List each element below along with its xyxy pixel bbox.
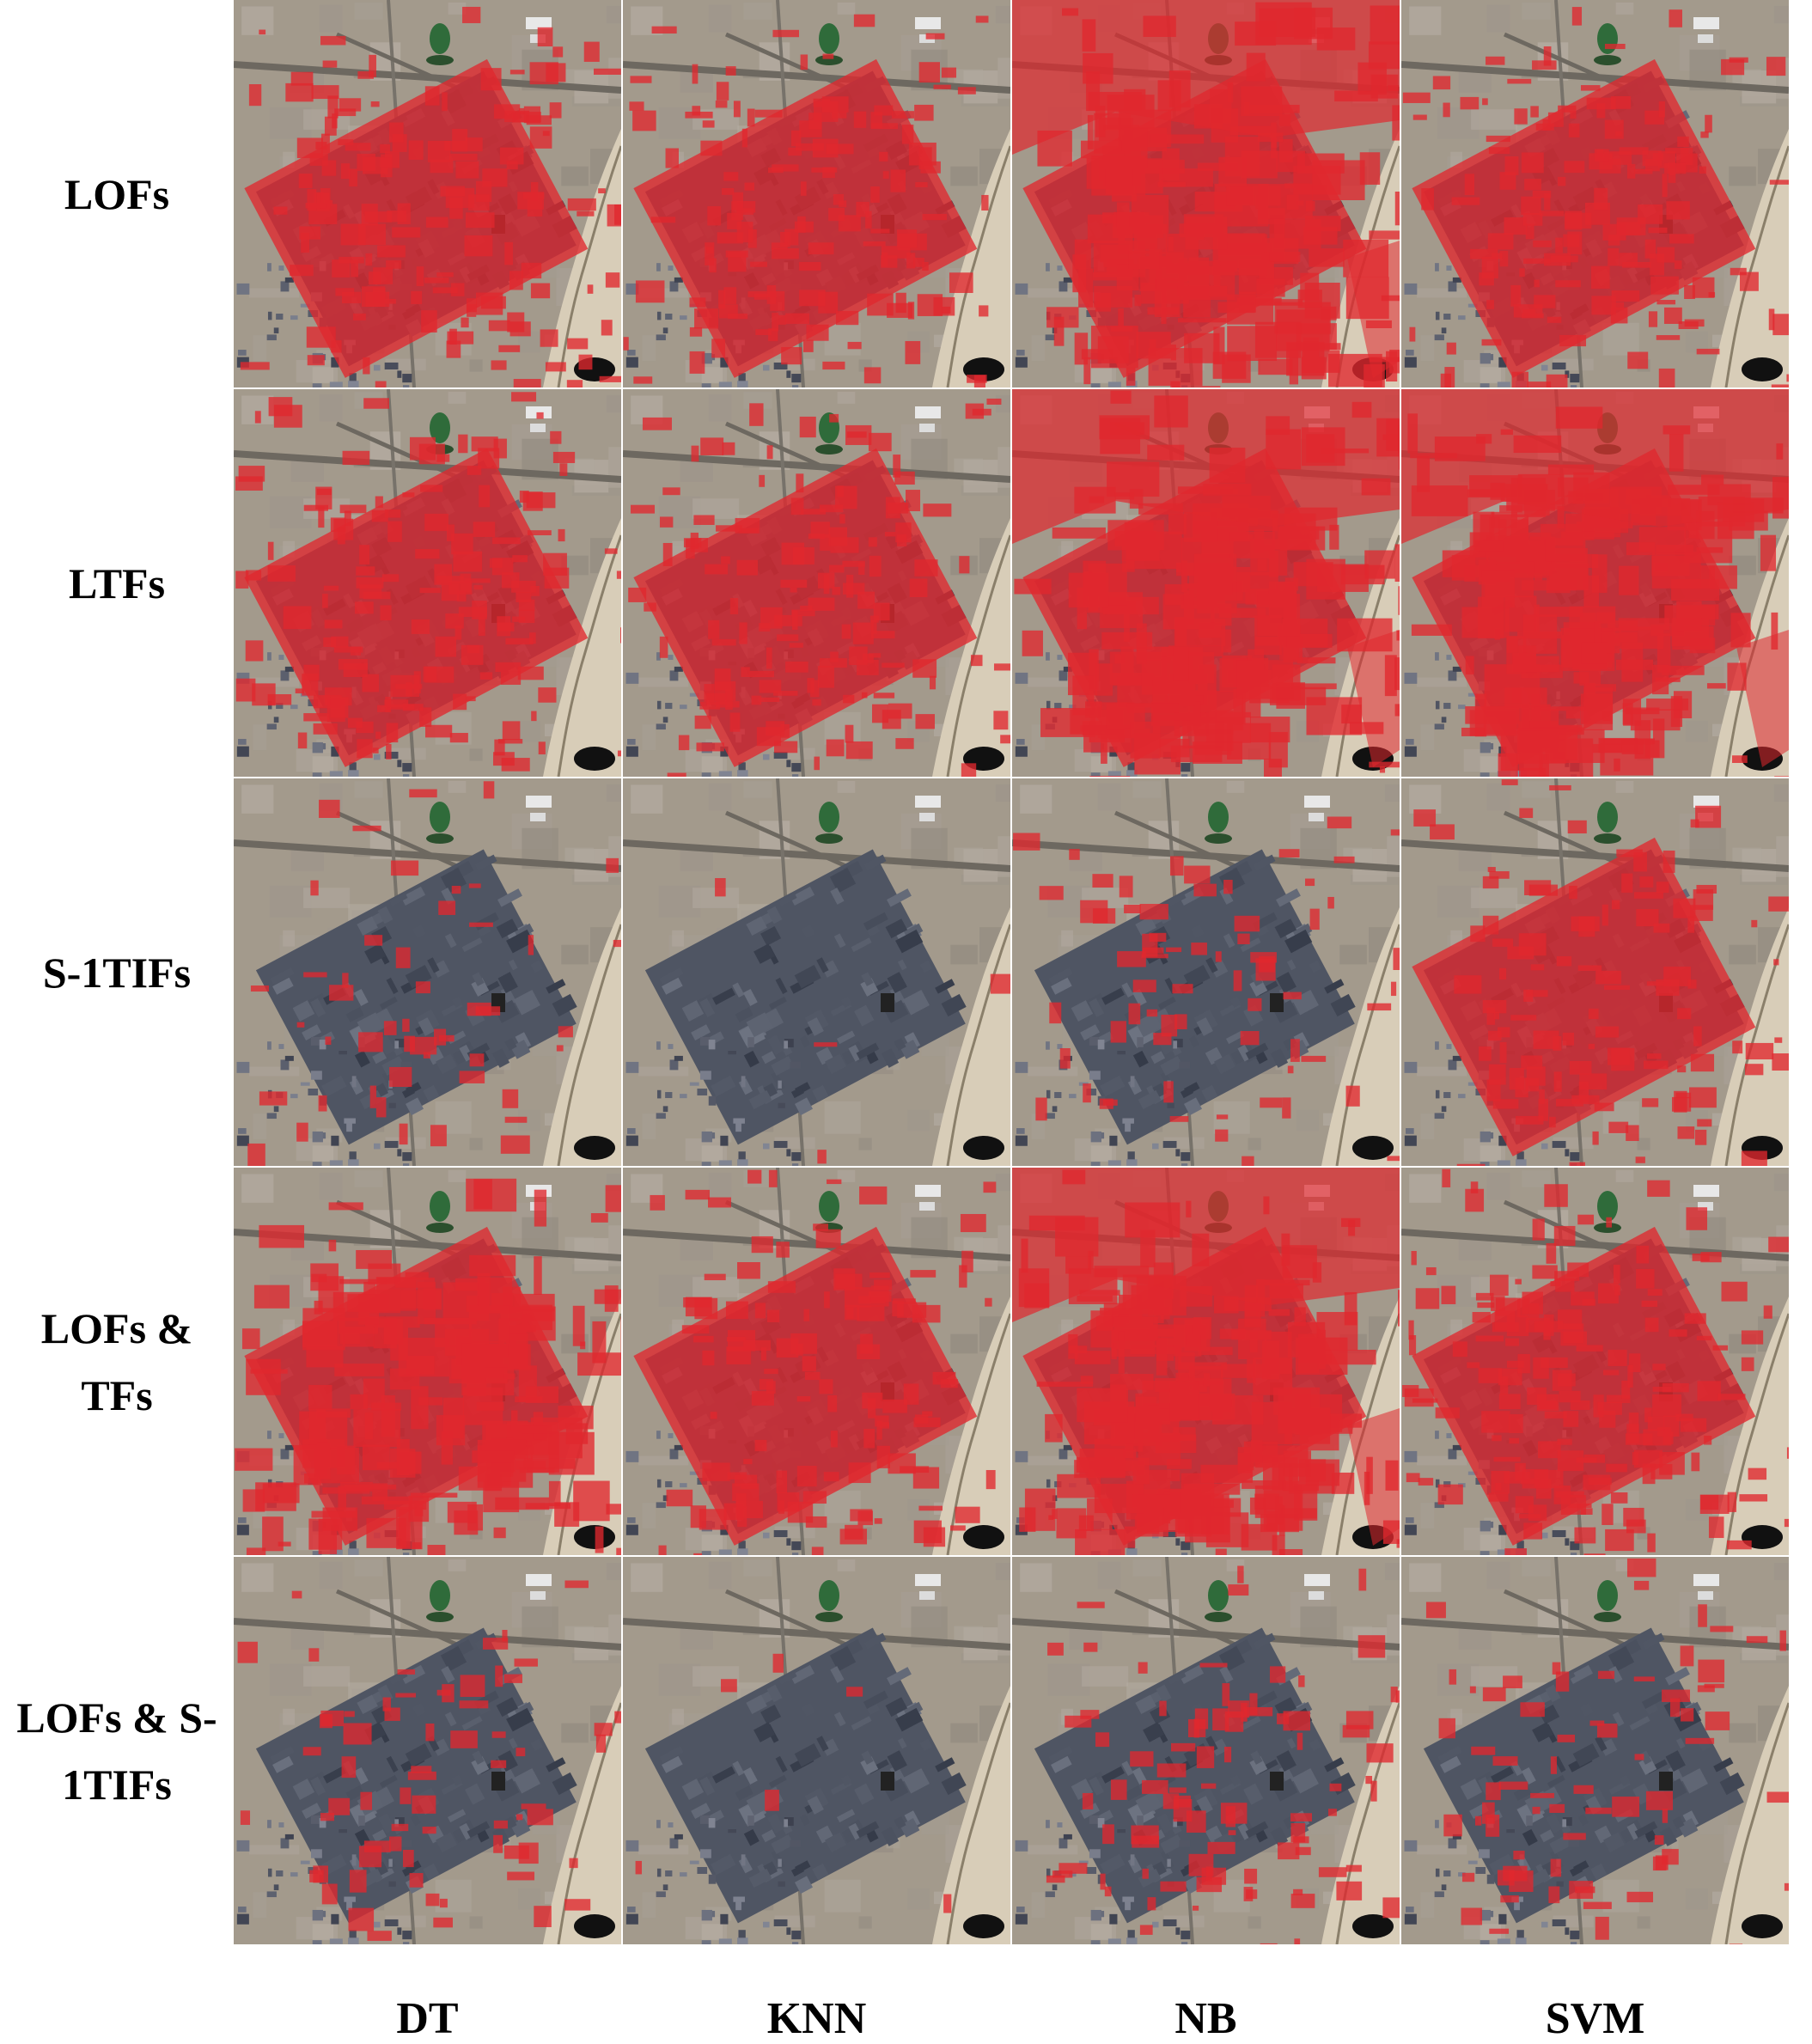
map-tile-lofs-svm	[1401, 0, 1789, 387]
row-label-lofs: LOFs	[0, 0, 234, 387]
map-tile-s1tifs-svm	[1401, 778, 1789, 1166]
satellite-image	[234, 778, 621, 1166]
satellite-image	[1401, 1168, 1789, 1555]
map-tile-s1tifs-dt	[234, 778, 621, 1166]
map-tile-lofs-tfs-dt	[234, 1168, 621, 1555]
map-tile-lofs-knn	[623, 0, 1010, 387]
map-tile-lofs-tfs-knn	[623, 1168, 1010, 1555]
map-tile-ltfs-svm	[1401, 389, 1789, 777]
col-label-knn: KNN	[623, 1995, 1010, 2042]
map-tile-s1tifs-nb	[1012, 778, 1400, 1166]
satellite-image	[1401, 1557, 1789, 1944]
satellite-image	[234, 389, 621, 777]
satellite-image	[234, 1168, 621, 1555]
col-label-nb: NB	[1012, 1995, 1400, 2042]
satellite-image	[234, 0, 621, 387]
satellite-image	[1401, 778, 1789, 1166]
built-up-overlay	[1012, 389, 1400, 777]
map-tile-lofs-s1tifs-nb	[1012, 1557, 1400, 1944]
map-tile-lofs-dt	[234, 0, 621, 387]
row-label-ltfs: LTFs	[0, 389, 234, 777]
satellite-image	[1012, 389, 1400, 777]
map-tile-ltfs-nb	[1012, 389, 1400, 777]
map-tile-lofs-s1tifs-svm	[1401, 1557, 1789, 1944]
map-tile-lofs-nb	[1012, 0, 1400, 387]
map-tile-lofs-s1tifs-dt	[234, 1557, 621, 1944]
satellite-image	[623, 778, 1010, 1166]
map-tile-ltfs-knn	[623, 389, 1010, 777]
satellite-image	[623, 389, 1010, 777]
map-tile-s1tifs-knn	[623, 778, 1010, 1166]
satellite-image	[623, 1557, 1010, 1944]
satellite-image	[1012, 0, 1400, 387]
satellite-image	[1012, 1557, 1400, 1944]
map-tile-lofs-tfs-nb	[1012, 1168, 1400, 1555]
satellite-image	[234, 1557, 621, 1944]
map-tile-ltfs-dt	[234, 389, 621, 777]
satellite-image	[1012, 778, 1400, 1166]
satellite-image	[1012, 1168, 1400, 1555]
map-tile-lofs-s1tifs-knn	[623, 1557, 1010, 1944]
satellite-image	[1401, 389, 1789, 777]
map-tile-lofs-tfs-svm	[1401, 1168, 1789, 1555]
col-label-svm: SVM	[1401, 1995, 1789, 2042]
col-label-dt: DT	[234, 1995, 621, 2042]
row-label-s1tifs: S-1TIFs	[0, 778, 234, 1166]
row-label-lofs-tfs: LOFs & TFs	[0, 1168, 234, 1555]
satellite-image	[1401, 0, 1789, 387]
satellite-image	[623, 0, 1010, 387]
row-label-lofs-s1tifs: LOFs & S- 1TIFs	[0, 1557, 234, 1944]
satellite-image	[623, 1168, 1010, 1555]
